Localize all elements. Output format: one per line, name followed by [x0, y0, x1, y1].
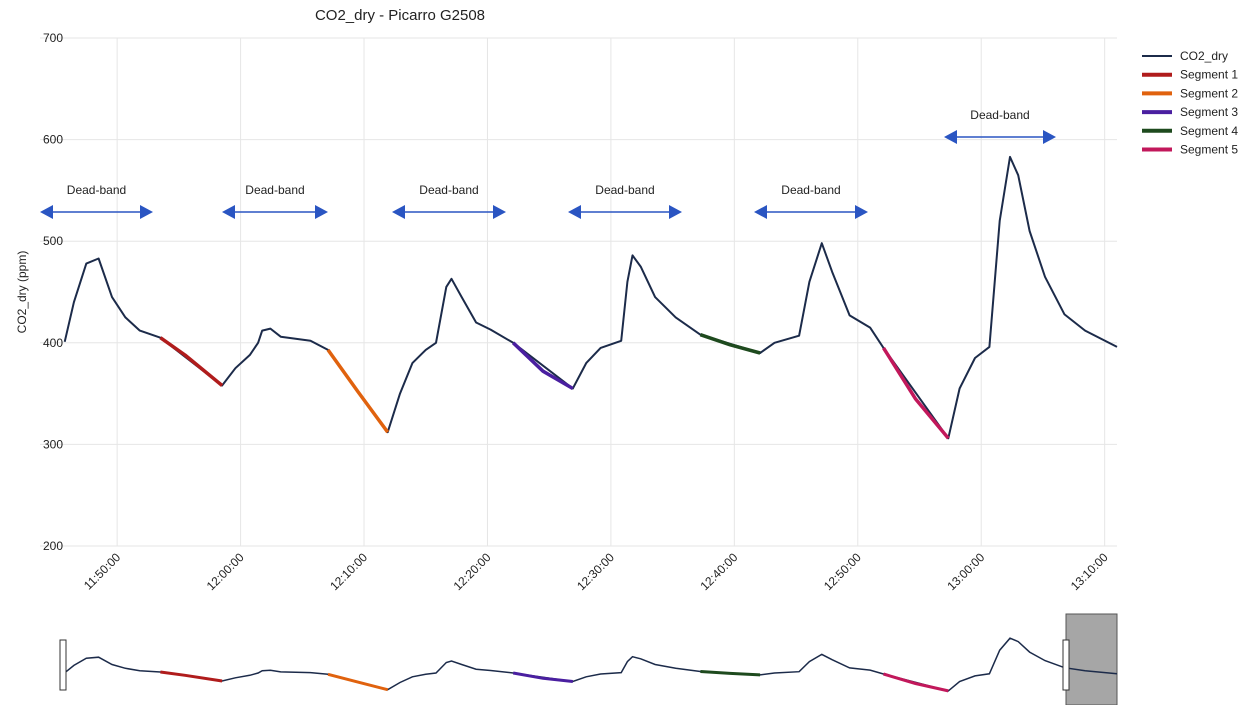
annotation: Dead-band	[245, 183, 304, 197]
y-tick-label: 300	[43, 437, 63, 451]
arrow-head	[568, 205, 581, 219]
x-tick-label: 12:10:00	[327, 550, 370, 593]
annotation: Dead-band	[67, 183, 126, 197]
arrow-head	[855, 205, 868, 219]
arrow-head	[140, 205, 153, 219]
arrow-head	[392, 205, 405, 219]
line	[159, 336, 224, 387]
mini-line	[64, 637, 1118, 692]
line	[511, 341, 574, 391]
annotation: Dead-band	[781, 183, 840, 197]
mini-line	[327, 672, 389, 692]
y-tick-label: 700	[43, 31, 63, 45]
arrow-head	[754, 205, 767, 219]
arrow-head	[493, 205, 506, 219]
arrow-head	[1043, 130, 1056, 144]
arrow-head	[315, 205, 328, 219]
line	[63, 155, 1118, 440]
x-tick-label: 13:10:00	[1068, 550, 1111, 593]
line	[326, 348, 390, 434]
x-tick-label: 13:00:00	[944, 550, 987, 593]
legend-label: Segment 1	[1180, 68, 1238, 82]
line	[699, 333, 761, 355]
mini-line	[883, 672, 949, 693]
legend-label: Segment 4	[1180, 124, 1238, 138]
legend-label: CO2_dry	[1180, 49, 1228, 63]
y-axis-title: CO2_dry (ppm)	[15, 251, 29, 334]
mini-line	[160, 670, 223, 683]
annotation: Dead-band	[419, 183, 478, 197]
chart-title: CO2_dry - Picarro G2508	[315, 7, 485, 24]
x-tick-label: 12:50:00	[821, 550, 864, 593]
legend-label: Segment 2	[1180, 86, 1238, 100]
annotation: Dead-band	[595, 183, 654, 197]
range-slider-mask	[1065, 613, 1118, 706]
y-tick-label: 500	[43, 234, 63, 248]
line	[882, 346, 950, 440]
range-handle[interactable]	[1062, 639, 1070, 691]
arrow-head	[669, 205, 682, 219]
x-tick-label: 12:00:00	[204, 550, 247, 593]
legend-label: Segment 5	[1180, 143, 1238, 157]
arrow-head	[40, 205, 53, 219]
y-tick-label: 200	[43, 539, 63, 553]
mini-line	[700, 670, 761, 677]
y-tick-label: 400	[43, 336, 63, 350]
x-tick-label: 12:40:00	[698, 550, 741, 593]
x-tick-label: 12:20:00	[451, 550, 494, 593]
arrow-head	[944, 130, 957, 144]
annotation: Dead-band	[970, 108, 1029, 122]
arrow-head	[222, 205, 235, 219]
x-tick-label: 12:30:00	[574, 550, 617, 593]
y-tick-label: 600	[43, 133, 63, 147]
range-handle[interactable]	[59, 639, 67, 691]
x-tick-label: 11:50:00	[81, 550, 124, 593]
legend-label: Segment 3	[1180, 105, 1238, 119]
mini-line	[512, 671, 573, 683]
